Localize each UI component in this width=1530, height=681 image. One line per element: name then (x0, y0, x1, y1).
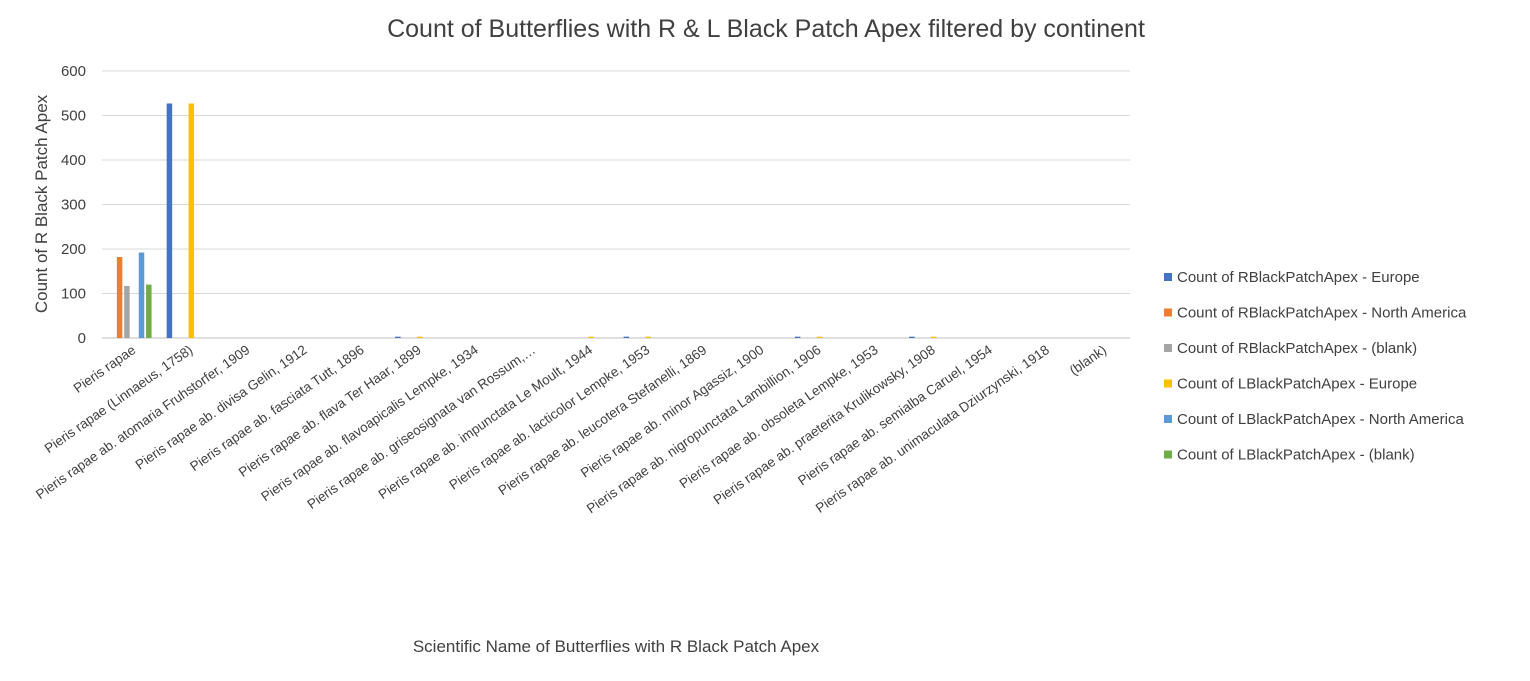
y-tick-label: 500 (61, 108, 86, 125)
x-tick-label: Pieris rapae ab. atomaria Fruhstorfer, 1… (33, 342, 252, 502)
y-tick-label: 300 (61, 197, 86, 214)
legend-swatch (1164, 308, 1172, 317)
bar (116, 257, 123, 338)
bar (138, 252, 145, 338)
y-tick-label: 400 (61, 152, 86, 169)
bar (188, 103, 195, 339)
chart-title: Count of Butterflies with R & L Black Pa… (387, 15, 1145, 43)
legend-swatch (1164, 415, 1172, 423)
bar (417, 336, 423, 338)
legend-swatch (1164, 450, 1172, 459)
bar (816, 336, 823, 338)
legend-swatch (1164, 344, 1172, 352)
legend-label: Count of LBlackPatchApex - North America (1177, 411, 1464, 428)
y-tick-label: 0 (78, 330, 86, 347)
bar (588, 336, 594, 338)
legend-label: Count of RBlackPatchApex - (blank) (1177, 340, 1417, 357)
bar (623, 336, 630, 338)
y-tick-label: 600 (61, 63, 86, 80)
y-tick-label: 200 (61, 241, 86, 258)
legend-label: Count of LBlackPatchApex - (blank) (1177, 447, 1415, 464)
y-axis-ticks: 0 100 200 300 400 500 600 (61, 63, 86, 347)
legend-swatch (1164, 273, 1172, 281)
legend-label: Count of RBlackPatchApex - North America (1177, 305, 1467, 322)
gridlines (102, 70, 1130, 339)
bar (645, 336, 651, 338)
bar (931, 336, 937, 338)
bar (909, 336, 915, 338)
bar (395, 336, 401, 338)
y-tick-label: 100 (61, 286, 86, 303)
x-tick-label: Pieris rapae ab. lacticolor Lempke, 1953 (446, 342, 652, 492)
x-axis-title: Scientific Name of Butterflies with R Bl… (413, 637, 820, 656)
bars (116, 103, 937, 339)
y-axis-title: Count of R Black Patch Apex (32, 94, 51, 313)
x-tick-label: Pieris rapae ab. leucotera Stefanelli, 1… (495, 342, 709, 498)
x-tick-label: Pieris rapae ab. impunctata Le Moult, 19… (376, 342, 596, 502)
legend-swatch (1164, 379, 1172, 388)
legend-label: Count of RBlackPatchApex - Europe (1177, 269, 1420, 286)
legend-label: Count of LBlackPatchApex - Europe (1177, 376, 1417, 393)
bar (166, 103, 173, 339)
x-tick-label: (blank) (1067, 342, 1109, 378)
bar (124, 285, 130, 338)
bar (794, 336, 801, 338)
bar (146, 284, 152, 338)
legend: Count of RBlackPatchApex - Europe Count o… (1164, 269, 1467, 464)
